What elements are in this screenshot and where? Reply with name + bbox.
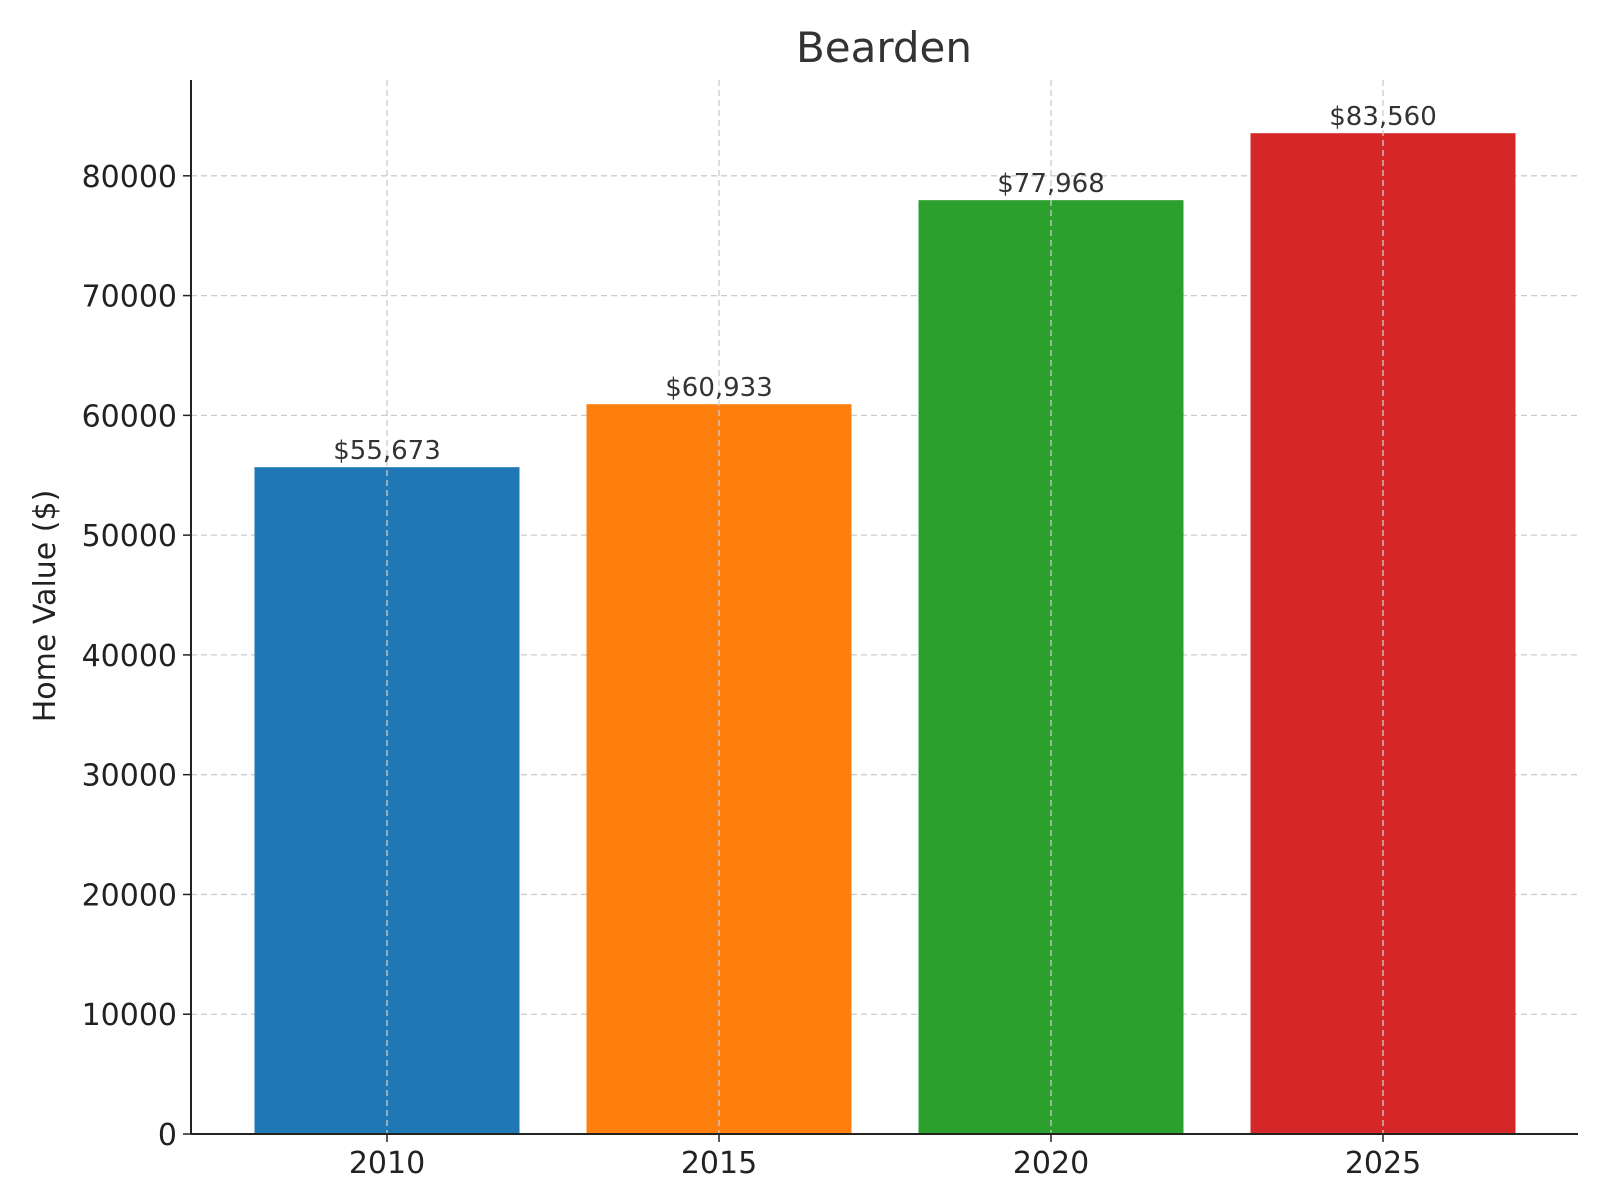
label-layer: 0 10000 20000 30000 40000 50000 60000 70000 8000…	[82, 102, 1437, 1181]
bar-value-label: $60,933	[665, 373, 773, 403]
y-tick-label: 80000	[82, 160, 177, 195]
y-tick-label: 30000	[82, 759, 177, 794]
y-tick-label: 60000	[82, 399, 177, 434]
bar-value-label: $55,673	[333, 436, 441, 466]
y-tick-label: 50000	[82, 519, 177, 554]
bar-value-label: $83,560	[1329, 102, 1437, 132]
x-tick-label: 2020	[1013, 1146, 1089, 1181]
bar-value-label: $77,968	[997, 169, 1105, 199]
x-tick-label: 2015	[681, 1146, 757, 1181]
bar-layer	[254, 133, 1516, 1135]
axis-layer	[183, 80, 1578, 1142]
y-tick-label: 40000	[82, 639, 177, 674]
y-tick-label: 10000	[82, 998, 177, 1033]
y-axis-label: Home Value ($)	[28, 490, 63, 723]
y-tick-label: 20000	[82, 878, 177, 913]
x-tick-label: 2010	[349, 1146, 425, 1181]
y-tick-label: 0	[158, 1118, 177, 1153]
x-grid-layer	[386, 80, 1384, 1134]
chart-title: Bearden	[796, 23, 972, 72]
y-tick-label: 70000	[82, 280, 177, 315]
x-tick-label: 2025	[1345, 1146, 1421, 1181]
